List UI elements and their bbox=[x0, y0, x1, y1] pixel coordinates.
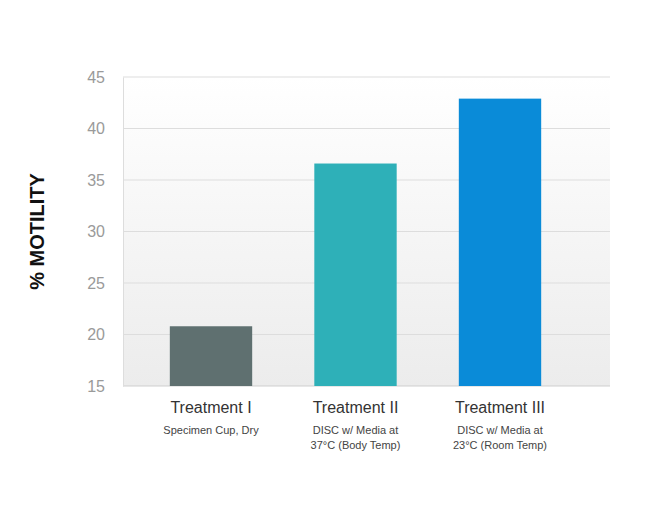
y-tick: 35 bbox=[87, 172, 123, 189]
y-tick: 40 bbox=[87, 120, 123, 137]
y-tick: 25 bbox=[87, 275, 123, 292]
y-tick: 20 bbox=[87, 326, 123, 343]
y-tick-label: 35 bbox=[87, 172, 105, 189]
y-tick-label: 25 bbox=[87, 275, 105, 292]
x-tick-label: Treatment III bbox=[455, 399, 545, 416]
x-tick: Treatment III bbox=[455, 386, 545, 416]
category-note: Specimen Cup, Dry bbox=[163, 424, 259, 436]
y-axis-title: % MOTILITY bbox=[26, 173, 48, 290]
x-tick: Treatment II bbox=[313, 386, 399, 416]
x-axis-line bbox=[139, 386, 573, 387]
plot-background bbox=[123, 77, 610, 386]
y-tick-label: 15 bbox=[87, 378, 105, 395]
category-note: DISC w/ Media at bbox=[457, 424, 543, 436]
x-axis: Treatment I Treatment II Treatment III bbox=[139, 386, 573, 416]
x-tick: Treatment I bbox=[170, 386, 251, 416]
y-tick: 45 bbox=[87, 69, 123, 86]
bar bbox=[314, 164, 396, 386]
grid bbox=[123, 77, 610, 386]
y-tick: 30 bbox=[87, 223, 123, 240]
category-note: 37°C (Body Temp) bbox=[311, 439, 401, 451]
y-tick-label: 40 bbox=[87, 120, 105, 137]
x-tick-label: Treatment II bbox=[313, 399, 399, 416]
grid-line bbox=[123, 77, 610, 78]
bar bbox=[459, 99, 541, 386]
y-axis-line bbox=[123, 78, 124, 387]
category-note: DISC w/ Media at bbox=[313, 424, 399, 436]
bars bbox=[170, 99, 541, 386]
category-notes: Specimen Cup, Dry DISC w/ Media at 37°C (B… bbox=[163, 424, 547, 451]
x-tick-label: Treatment I bbox=[170, 399, 251, 416]
y-tick: 15 bbox=[87, 378, 123, 395]
y-tick-label: 20 bbox=[87, 326, 105, 343]
y-tick-label: 30 bbox=[87, 223, 105, 240]
chart: 15202530354045% MOTILITYTreatment ITreat… bbox=[0, 0, 670, 508]
y-tick-label: 45 bbox=[87, 69, 105, 86]
category-note: 23°C (Room Temp) bbox=[453, 439, 547, 451]
bar bbox=[170, 326, 252, 386]
y-axis: 15 20 25 30 35 40 45 bbox=[87, 69, 123, 395]
